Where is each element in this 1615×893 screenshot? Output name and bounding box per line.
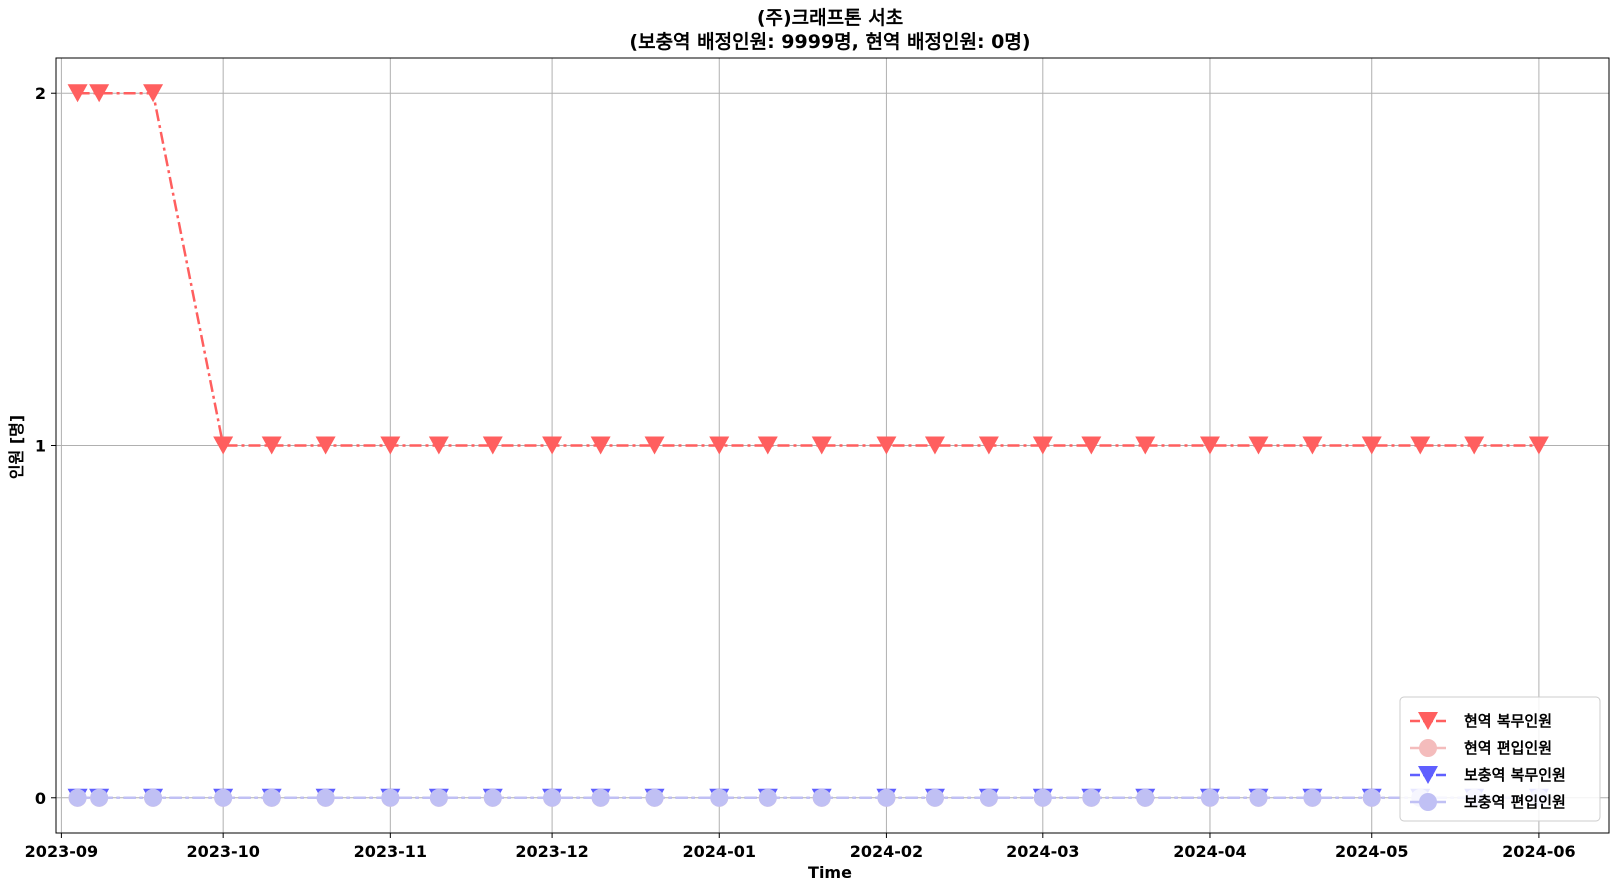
data-point — [644, 436, 665, 455]
data-point — [262, 788, 281, 807]
x-tick-label: 2024-05 — [1335, 842, 1408, 861]
x-tick-label: 2023-11 — [354, 842, 427, 861]
x-tick-label: 2024-06 — [1502, 842, 1575, 861]
chart-subtitle: (보충역 배정인원: 9999명, 현역 배정인원: 0명) — [629, 31, 1030, 53]
data-point — [1200, 788, 1219, 807]
data-point — [68, 788, 87, 807]
y-axis-label: 인원 [명] — [7, 415, 26, 479]
data-point — [1082, 788, 1101, 807]
axis-ticks: 2023-09 2023-10 2023-11 2023-12 2024-01 2024-… — [25, 84, 1576, 861]
data-point — [709, 436, 730, 455]
data-point — [315, 436, 336, 455]
x-tick-label: 2023-12 — [515, 842, 588, 861]
data-point — [380, 436, 401, 455]
x-tick-label: 2023-10 — [186, 842, 259, 861]
data-point — [1135, 436, 1156, 455]
data-point — [758, 788, 777, 807]
data-point — [1136, 788, 1155, 807]
legend-label: 보충역 복무인원 — [1464, 766, 1566, 784]
data-point — [543, 788, 562, 807]
data-point — [1361, 436, 1382, 455]
data-point — [979, 788, 998, 807]
data-point — [482, 436, 503, 455]
data-point — [261, 436, 282, 455]
data-point — [812, 788, 831, 807]
legend-label: 현역 편입인원 — [1464, 739, 1552, 757]
data-point — [1199, 436, 1220, 455]
data-point — [757, 436, 778, 455]
legend-box — [1399, 696, 1601, 822]
data-point — [710, 788, 729, 807]
data-point — [1249, 788, 1268, 807]
x-axis-label: Time — [808, 863, 852, 882]
data-point — [429, 788, 448, 807]
data-point — [67, 84, 88, 103]
data-point — [483, 788, 502, 807]
data-point — [214, 788, 233, 807]
data-point — [1302, 436, 1323, 455]
data-point — [1248, 436, 1269, 455]
y-tick-label: 2 — [35, 84, 46, 103]
data-point — [144, 788, 163, 807]
legend-marker — [1418, 766, 1438, 784]
data-point — [1464, 436, 1485, 455]
legend-entry: 현역 편입인원 — [1410, 739, 1552, 757]
data-point — [876, 436, 897, 455]
legend-marker — [1419, 739, 1437, 757]
legend-marker — [1419, 793, 1437, 811]
data-point — [542, 436, 563, 455]
data-point — [1303, 788, 1322, 807]
legend-label: 보충역 편입인원 — [1464, 793, 1566, 811]
data-point — [978, 436, 999, 455]
data-point — [1410, 436, 1431, 455]
data-point — [877, 788, 896, 807]
y-tick-label: 1 — [35, 437, 46, 456]
data-point — [1032, 436, 1053, 455]
legend-entry: 현역 복무인원 — [1410, 712, 1552, 730]
data-point — [645, 788, 664, 807]
data-point — [381, 788, 400, 807]
data-point — [591, 788, 610, 807]
data-point — [590, 436, 611, 455]
legend-marker — [1418, 712, 1438, 730]
data-point — [925, 788, 944, 807]
data-point — [1081, 436, 1102, 455]
x-tick-label: 2024-04 — [1173, 842, 1246, 861]
data-point — [1362, 788, 1381, 807]
data-point — [316, 788, 335, 807]
legend-entry: 보충역 복무인원 — [1410, 766, 1566, 784]
data-point — [89, 84, 110, 103]
data-point — [1033, 788, 1052, 807]
data-point — [1528, 436, 1549, 455]
data-point — [90, 788, 109, 807]
series-4 — [68, 788, 1548, 807]
data-point — [213, 436, 234, 455]
data-point — [924, 436, 945, 455]
series-1 — [67, 84, 1549, 455]
y-tick-label: 0 — [35, 789, 46, 808]
legend-label: 현역 복무인원 — [1464, 712, 1552, 730]
x-tick-label: 2023-09 — [25, 842, 98, 861]
data-point — [143, 84, 164, 103]
series-layer — [67, 84, 1549, 807]
data-point — [428, 436, 449, 455]
chart-title: (주)크래프톤 서초 — [757, 7, 903, 29]
data-point — [811, 436, 832, 455]
x-tick-label: 2024-01 — [683, 842, 756, 861]
x-tick-label: 2024-02 — [850, 842, 923, 861]
legend-entry: 보충역 편입인원 — [1410, 793, 1566, 811]
series-line — [77, 91, 1539, 447]
x-tick-label: 2024-03 — [1006, 842, 1079, 861]
